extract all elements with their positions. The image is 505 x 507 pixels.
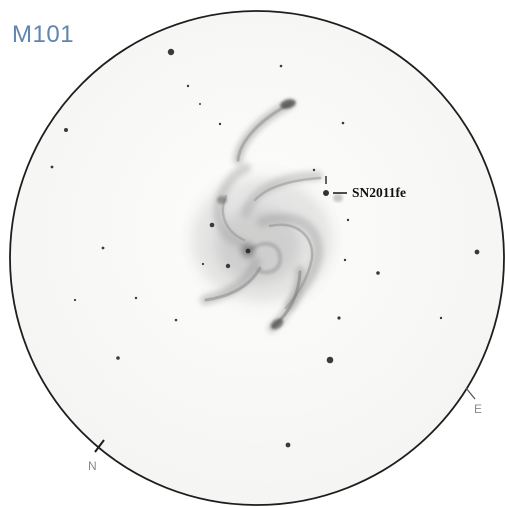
star: [101, 246, 105, 250]
star: [285, 442, 291, 448]
supernova-label: SN2011fe: [352, 185, 406, 200]
star: [341, 121, 345, 125]
field-stars: [50, 48, 480, 448]
star: [439, 316, 443, 320]
star: [218, 122, 222, 126]
star: [64, 128, 68, 132]
star: [376, 271, 380, 275]
hii-knot: [280, 99, 296, 109]
star: [225, 263, 231, 269]
star: [116, 356, 120, 360]
star: [474, 249, 480, 255]
star: [337, 316, 341, 320]
star: [167, 48, 175, 56]
north-tick: [94, 439, 105, 453]
star: [312, 168, 316, 172]
star: [209, 222, 215, 228]
east-label: E: [474, 402, 483, 416]
galaxy-m101: [182, 99, 343, 333]
page-title: M101: [12, 21, 75, 48]
north-label: N: [88, 459, 97, 473]
star: [343, 258, 347, 262]
star: [73, 298, 77, 302]
east-tick: [465, 387, 476, 400]
field-border: [9, 10, 505, 506]
star: [134, 296, 138, 300]
star: [199, 103, 201, 105]
star: [326, 356, 334, 364]
hii-knot: [333, 194, 343, 202]
star: [279, 64, 283, 68]
star: [50, 165, 54, 169]
supernova-star: [323, 190, 329, 196]
star: [201, 262, 205, 266]
supernova-marker: [323, 176, 347, 196]
star: [186, 84, 190, 88]
hii-knot: [270, 318, 284, 330]
star: [174, 318, 178, 322]
star: [346, 218, 350, 222]
